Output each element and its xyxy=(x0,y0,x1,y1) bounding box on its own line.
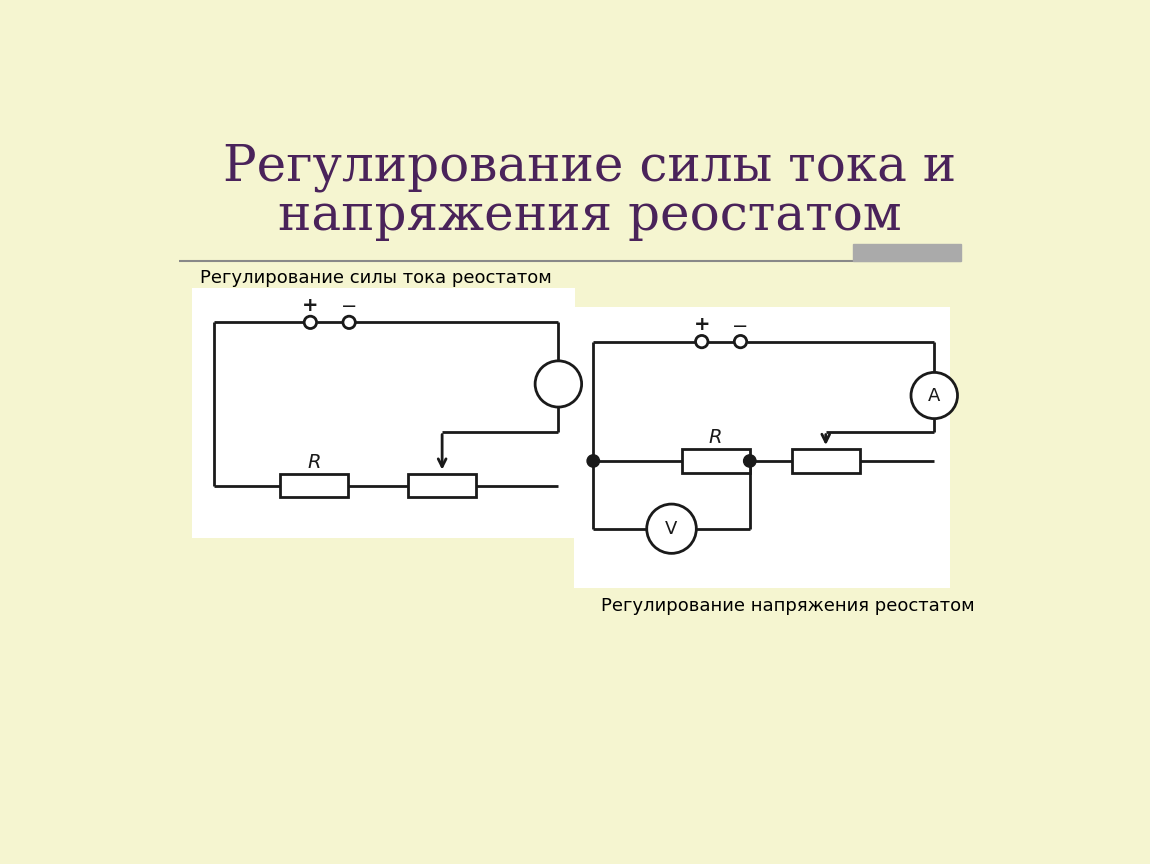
Text: −: − xyxy=(733,317,749,336)
Text: A: A xyxy=(928,386,941,404)
Bar xyxy=(682,449,750,473)
Circle shape xyxy=(586,454,599,467)
Circle shape xyxy=(744,454,756,467)
Bar xyxy=(281,474,348,497)
Text: −: − xyxy=(340,297,358,316)
Circle shape xyxy=(535,361,582,407)
Text: Регулирование силы тока реостатом: Регулирование силы тока реостатом xyxy=(200,269,551,287)
Bar xyxy=(408,474,476,497)
Circle shape xyxy=(911,372,958,419)
Circle shape xyxy=(646,504,696,553)
Text: +: + xyxy=(693,315,710,334)
Text: A: A xyxy=(552,375,565,393)
Bar xyxy=(192,288,575,538)
Text: Регулирование силы тока и: Регулирование силы тока и xyxy=(223,142,956,192)
Bar xyxy=(853,244,961,261)
Text: напряжения реостатом: напряжения реостатом xyxy=(277,191,902,241)
Circle shape xyxy=(696,335,708,348)
Text: +: + xyxy=(302,296,319,314)
Circle shape xyxy=(735,335,746,348)
Bar xyxy=(791,449,860,473)
Text: R: R xyxy=(307,453,321,472)
Text: R: R xyxy=(708,429,722,448)
Text: Регулирование напряжения реостатом: Регулирование напряжения реостатом xyxy=(601,597,975,614)
Circle shape xyxy=(304,316,316,328)
Circle shape xyxy=(343,316,355,328)
Bar xyxy=(574,307,950,588)
Text: V: V xyxy=(666,520,677,537)
